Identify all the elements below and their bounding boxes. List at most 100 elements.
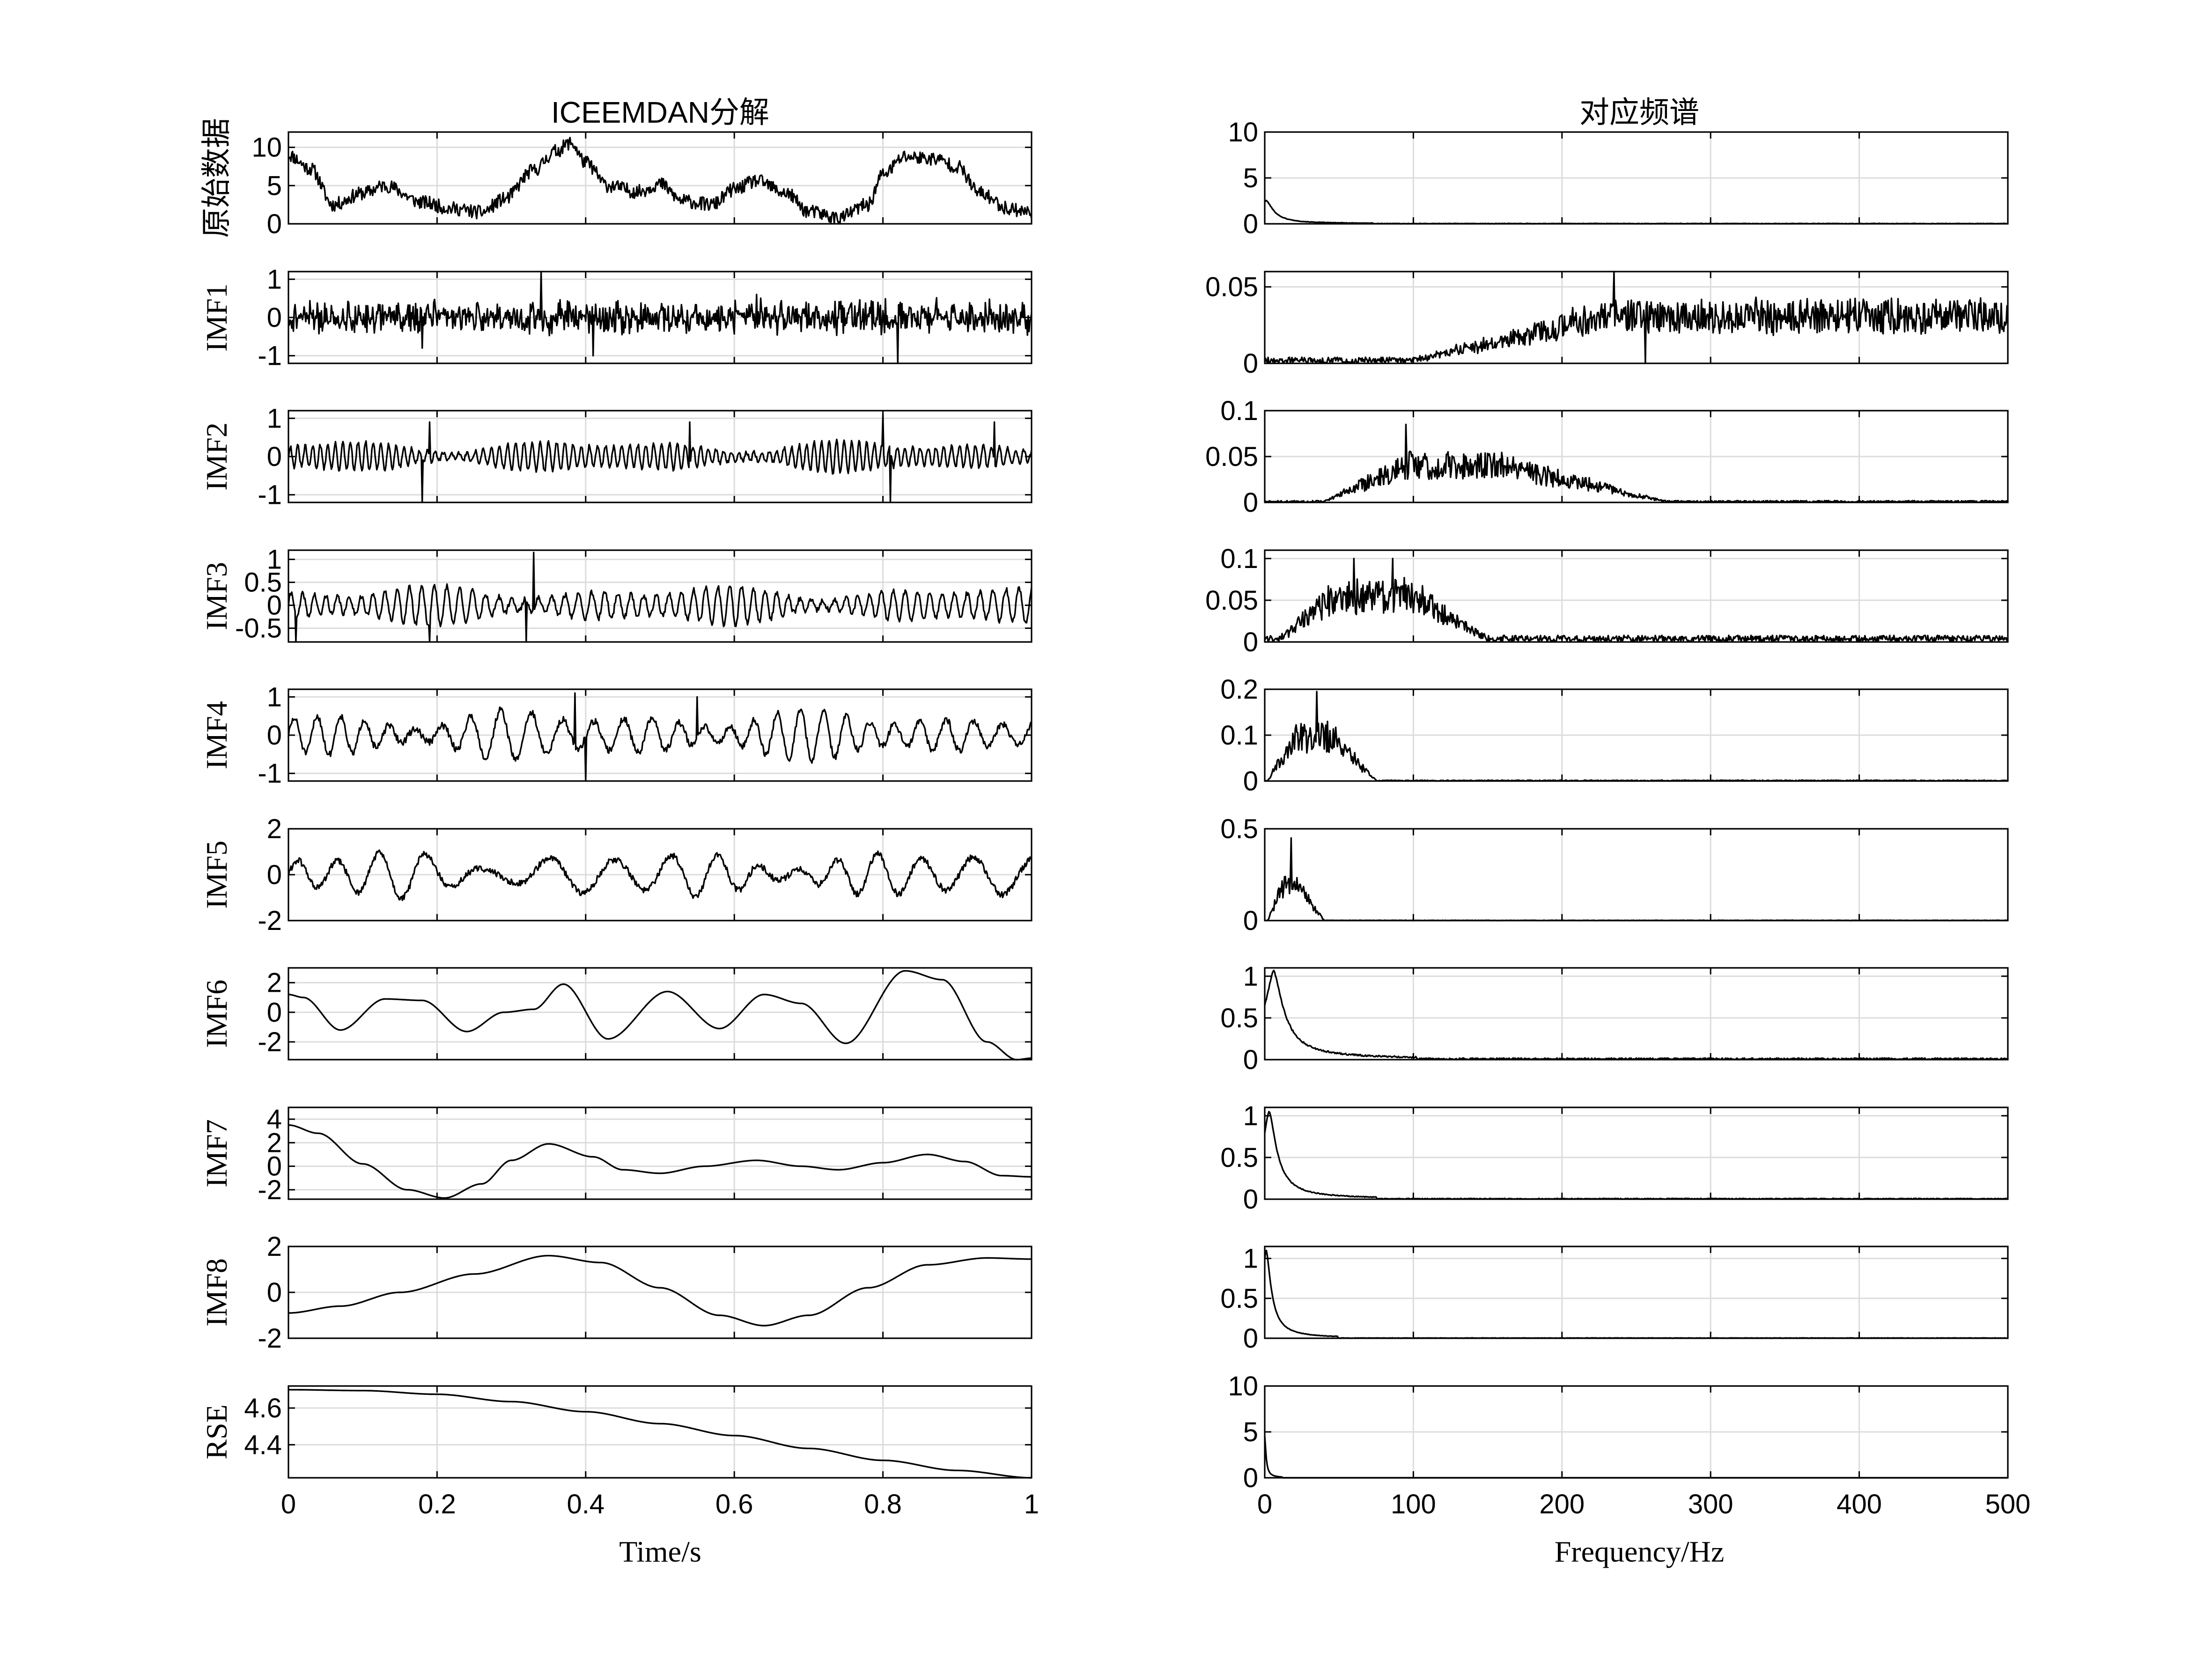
- y-tick-label: 5: [1243, 163, 1258, 193]
- series-line-IMF5: [288, 849, 1032, 901]
- series-line-IMF2: [1264, 423, 2008, 503]
- subplot-spectrum-9: 00.51: [1220, 1244, 2009, 1354]
- y-tick-label: 2: [267, 814, 282, 844]
- y-tick-label: -0.5: [235, 613, 282, 644]
- row-label-IMF8: IMF8: [200, 1258, 233, 1327]
- series-line-IMF7: [288, 1124, 1032, 1199]
- y-tick-label: 4.6: [244, 1393, 282, 1423]
- x-tick-label: 0.2: [418, 1489, 456, 1519]
- y-tick-label: -2: [258, 906, 282, 936]
- y-tick-label: 0: [267, 590, 282, 621]
- y-tick-label: 0: [267, 997, 282, 1028]
- y-tick-label: 0: [1243, 1463, 1258, 1493]
- series-line-IMF1: [288, 271, 1032, 364]
- row-label-IMF7: IMF7: [200, 1119, 233, 1187]
- subplot-time-4: -0.500.51 IMF3: [200, 545, 1032, 644]
- plot-area: [1265, 829, 2008, 921]
- y-tick-label: 1: [267, 682, 282, 712]
- plot-area: [1265, 968, 2008, 1060]
- y-tick-label: 0: [1243, 766, 1258, 796]
- plot-frame: [288, 410, 1032, 503]
- y-tick-label: 0.5: [1220, 1143, 1258, 1173]
- y-tick-label: 0.05: [1205, 272, 1258, 302]
- plot-frame: [288, 828, 1032, 922]
- subplot-time-6: -2 0 2 IMF5: [200, 814, 1032, 936]
- plot-frame: [1264, 549, 2009, 643]
- plot-area: [1265, 1246, 2008, 1338]
- y-tick-label: 0: [267, 442, 282, 472]
- y-tick-label: 2: [267, 968, 282, 998]
- y-tick-label: 0.5: [244, 568, 282, 598]
- y-tick-label: 0: [1243, 1184, 1258, 1215]
- y-tick-label: 0.1: [1220, 396, 1258, 426]
- subplot-spectrum-3: 0 0.05 0.1: [1205, 396, 2009, 518]
- subplot-time-9: -2 0 2 IMF8: [200, 1231, 1032, 1354]
- x-tick-label: 0.8: [864, 1489, 902, 1519]
- y-tick-label: 1: [267, 545, 282, 575]
- series-line-IMF3: [1264, 558, 2009, 643]
- right-column-title: 对应频谱: [1579, 96, 1699, 129]
- y-tick-label: 4: [267, 1104, 282, 1135]
- plot-area: [288, 132, 1032, 224]
- x-tick-label: 1: [1024, 1489, 1039, 1519]
- y-tick-label: 0: [1243, 487, 1258, 518]
- y-tick-label: 0: [1243, 906, 1258, 936]
- y-tick-label: -1: [258, 759, 282, 789]
- subplot-time-7: -202 IMF6: [200, 967, 1032, 1061]
- subplot-time-3: -1 0 1 IMF2: [200, 403, 1032, 510]
- left-column: 0510原始数据-101IMF1-101IMF2-0.500.51IMF3-10…: [200, 118, 1039, 1519]
- y-tick-label: 0.2: [1220, 674, 1258, 705]
- subplot-time-5: -1 0 1 IMF4: [200, 682, 1032, 789]
- plot-frame: [1264, 967, 2009, 1061]
- y-tick-label: 2: [267, 1231, 282, 1262]
- plot-frame: [1264, 1385, 2009, 1479]
- subplot-spectrum-4: 0 0.05 0.1: [1205, 544, 2009, 657]
- y-tick-label: 1: [267, 403, 282, 434]
- subplot-spectrum-2: 00.05: [1205, 271, 2009, 379]
- series-line-原始数据: [288, 137, 1032, 224]
- x-tick-label: 500: [1985, 1489, 2031, 1519]
- y-tick-label: 10: [1228, 117, 1258, 147]
- y-tick-label: 0: [1243, 1323, 1258, 1354]
- y-tick-label: 0.05: [1205, 585, 1258, 616]
- plot-frame: [1264, 131, 2009, 225]
- subplot-spectrum-8: 00.51: [1220, 1101, 2009, 1215]
- plot-frame: [288, 131, 1032, 225]
- y-tick-label: 0: [1243, 1045, 1258, 1075]
- plot-frame: [1264, 1106, 2009, 1200]
- subplot-spectrum-7: 00.51: [1220, 961, 2009, 1075]
- series-line-IMF2: [288, 413, 1032, 503]
- y-tick-label: 5: [267, 170, 282, 201]
- plot-frame: [288, 688, 1032, 782]
- y-tick-label: 0.5: [1220, 1283, 1258, 1314]
- y-tick-label: 1: [1243, 1244, 1258, 1274]
- y-tick-label: 0.5: [1220, 1003, 1258, 1033]
- y-tick-label: -1: [258, 480, 282, 510]
- y-tick-label: 0: [267, 1151, 282, 1182]
- x-tick-label: 300: [1688, 1489, 1733, 1519]
- subplot-spectrum-6: 00.5: [1220, 814, 2009, 936]
- x-tick-label: 200: [1539, 1489, 1585, 1519]
- row-label-RSE: RSE: [200, 1404, 233, 1459]
- series-line-RSE: [288, 1389, 1032, 1479]
- frequency-axis-title: Frequency/Hz: [1555, 1535, 1725, 1568]
- y-tick-label: 0: [267, 860, 282, 890]
- y-tick-label: 0: [267, 720, 282, 751]
- y-tick-label: 1: [1243, 1101, 1258, 1131]
- y-tick-label: -2: [258, 1027, 282, 1057]
- row-label-IMF6: IMF6: [200, 980, 233, 1048]
- y-tick-label: 10: [251, 133, 282, 163]
- row-label-IMF3: IMF3: [200, 562, 233, 630]
- row-label-IMF1: IMF1: [200, 283, 233, 352]
- series-line-IMF1: [1264, 271, 2009, 364]
- subplot-time-10: 4.4 4.6 RSE 0 0.2 0.4 0.6 0.8 1: [200, 1385, 1039, 1519]
- y-tick-label: 0: [267, 1277, 282, 1308]
- plot-frame: [288, 1385, 1032, 1479]
- x-tick-label: 0.4: [567, 1489, 605, 1519]
- subplot-time-2: -1 0 1 IMF1: [200, 264, 1032, 371]
- subplot-spectrum-1: 0 5 10: [1228, 117, 2009, 239]
- series-line-IMF8: [288, 1254, 1032, 1327]
- subplot-spectrum-5: 0 0.1 0.2: [1220, 674, 2009, 796]
